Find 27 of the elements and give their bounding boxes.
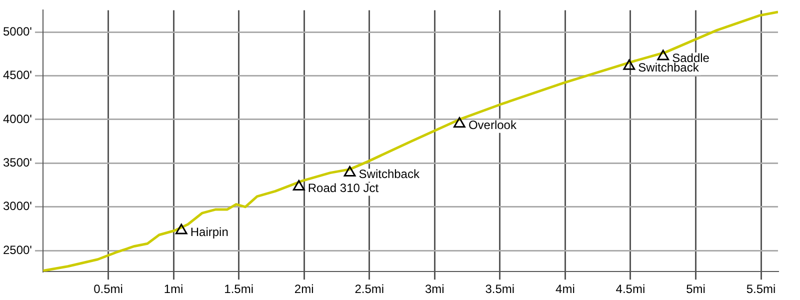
annotation: Hairpin — [190, 224, 228, 239]
annotation: Overlook — [468, 118, 518, 132]
x-tick-label: 0.5mi — [94, 282, 123, 296]
y-tick-label: 4500' — [2, 68, 32, 82]
y-tick-label: 3500' — [2, 156, 32, 170]
x-tick-label: 5mi — [686, 282, 706, 296]
x-tick-label: 1.5mi — [224, 282, 254, 296]
point — [344, 166, 356, 177]
point — [657, 50, 670, 60]
annotation: Road 310 Jct — [308, 181, 380, 196]
y-tick-label: 2500' — [2, 242, 32, 257]
y-tick-label: 5000' — [2, 24, 32, 38]
x-tick-label: 3.5mi — [485, 282, 515, 296]
point — [454, 117, 466, 128]
point — [292, 180, 305, 191]
x-tick-label: 2mi — [294, 282, 314, 296]
annotation: Switchback — [358, 167, 420, 182]
point — [623, 59, 636, 70]
x-tick-label: 1mi — [164, 282, 184, 296]
x-tick-label: 4mi — [556, 282, 575, 296]
x-tick-label: 5.5mi — [746, 282, 776, 296]
point — [175, 224, 188, 234]
x-tick-label: 3mi — [424, 282, 444, 296]
y-tick-label: 3000' — [2, 199, 32, 214]
y-tick-label: 4000' — [2, 112, 32, 126]
x-tick-label: 4.5mi — [616, 282, 646, 296]
x-tick-label: 2.5mi — [354, 282, 384, 296]
